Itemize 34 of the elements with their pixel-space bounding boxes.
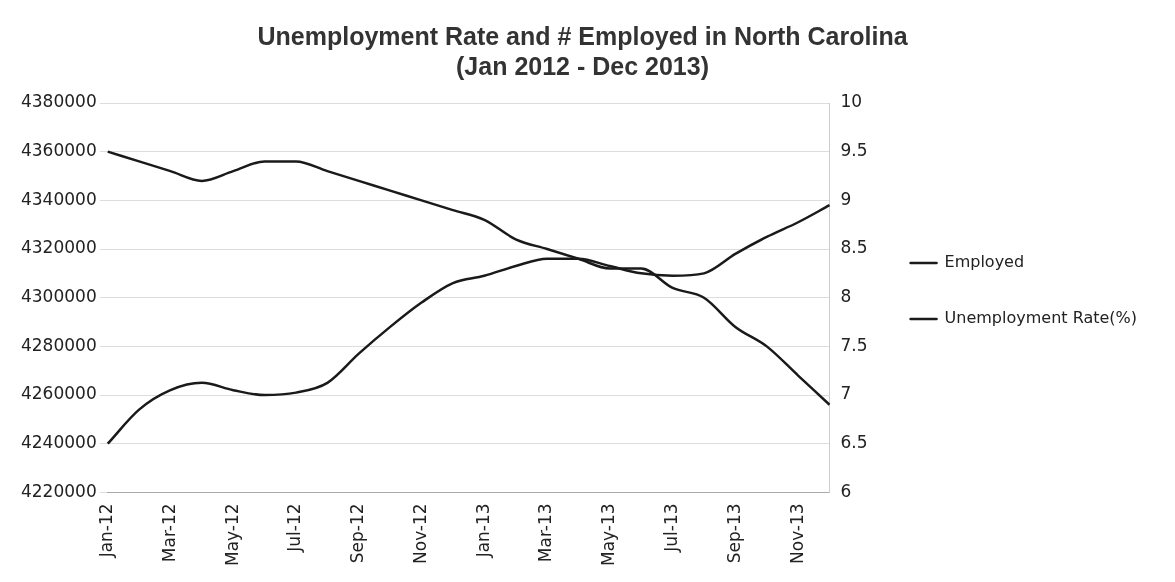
- y2-tick-label: 7.5: [840, 334, 868, 355]
- x-tick-label: Jan-13: [472, 503, 493, 559]
- y-tick-label: 4340000: [20, 188, 97, 209]
- text: Unemployment Rate and # Employed in North Carolina: [257, 21, 908, 50]
- x-tick-label: May-12: [221, 503, 242, 567]
- legend-label: Unemployment Rate(%): [944, 308, 1138, 328]
- y2-tick-label: 8: [840, 286, 852, 307]
- x-tick-label: Nov-13: [786, 503, 807, 564]
- y-tick-label: 4240000: [20, 432, 97, 453]
- x-tick-label: Jul-13: [661, 503, 682, 553]
- y-tick-label: 4280000: [20, 334, 97, 355]
- y2-tick-label: 6.5: [840, 432, 868, 453]
- text: (Jan 2012 - Dec 2013): [456, 51, 709, 80]
- x-tick-label: Jul-12: [284, 503, 305, 553]
- y-tick-label: 4300000: [20, 286, 97, 307]
- y2-tick-label: 10: [840, 91, 863, 112]
- x-tick-label: Nov-12: [409, 503, 430, 564]
- y2-tick-label: 8.5: [840, 237, 868, 258]
- x-tick-label: Sep-13: [723, 503, 744, 564]
- x-tick-label: Jan-12: [96, 503, 117, 559]
- legend-label: Employed: [944, 252, 1025, 272]
- y-tick-label: 4360000: [20, 140, 97, 161]
- x-tick-label: Sep-12: [347, 503, 368, 564]
- x-tick-label: May-13: [598, 503, 619, 567]
- y2-tick-label: 7: [840, 383, 852, 404]
- y-tick-label: 4380000: [20, 91, 97, 112]
- y2-tick-label: 9: [840, 188, 852, 209]
- y2-tick-label: 9.5: [840, 140, 868, 161]
- y-tick-label: 4320000: [20, 237, 97, 258]
- y-tick-label: 4220000: [20, 480, 97, 501]
- y-tick-label: 4260000: [20, 383, 97, 404]
- x-tick-label: Mar-12: [158, 503, 179, 563]
- x-tick-label: Mar-13: [535, 503, 556, 563]
- y2-tick-label: 6: [840, 480, 852, 501]
